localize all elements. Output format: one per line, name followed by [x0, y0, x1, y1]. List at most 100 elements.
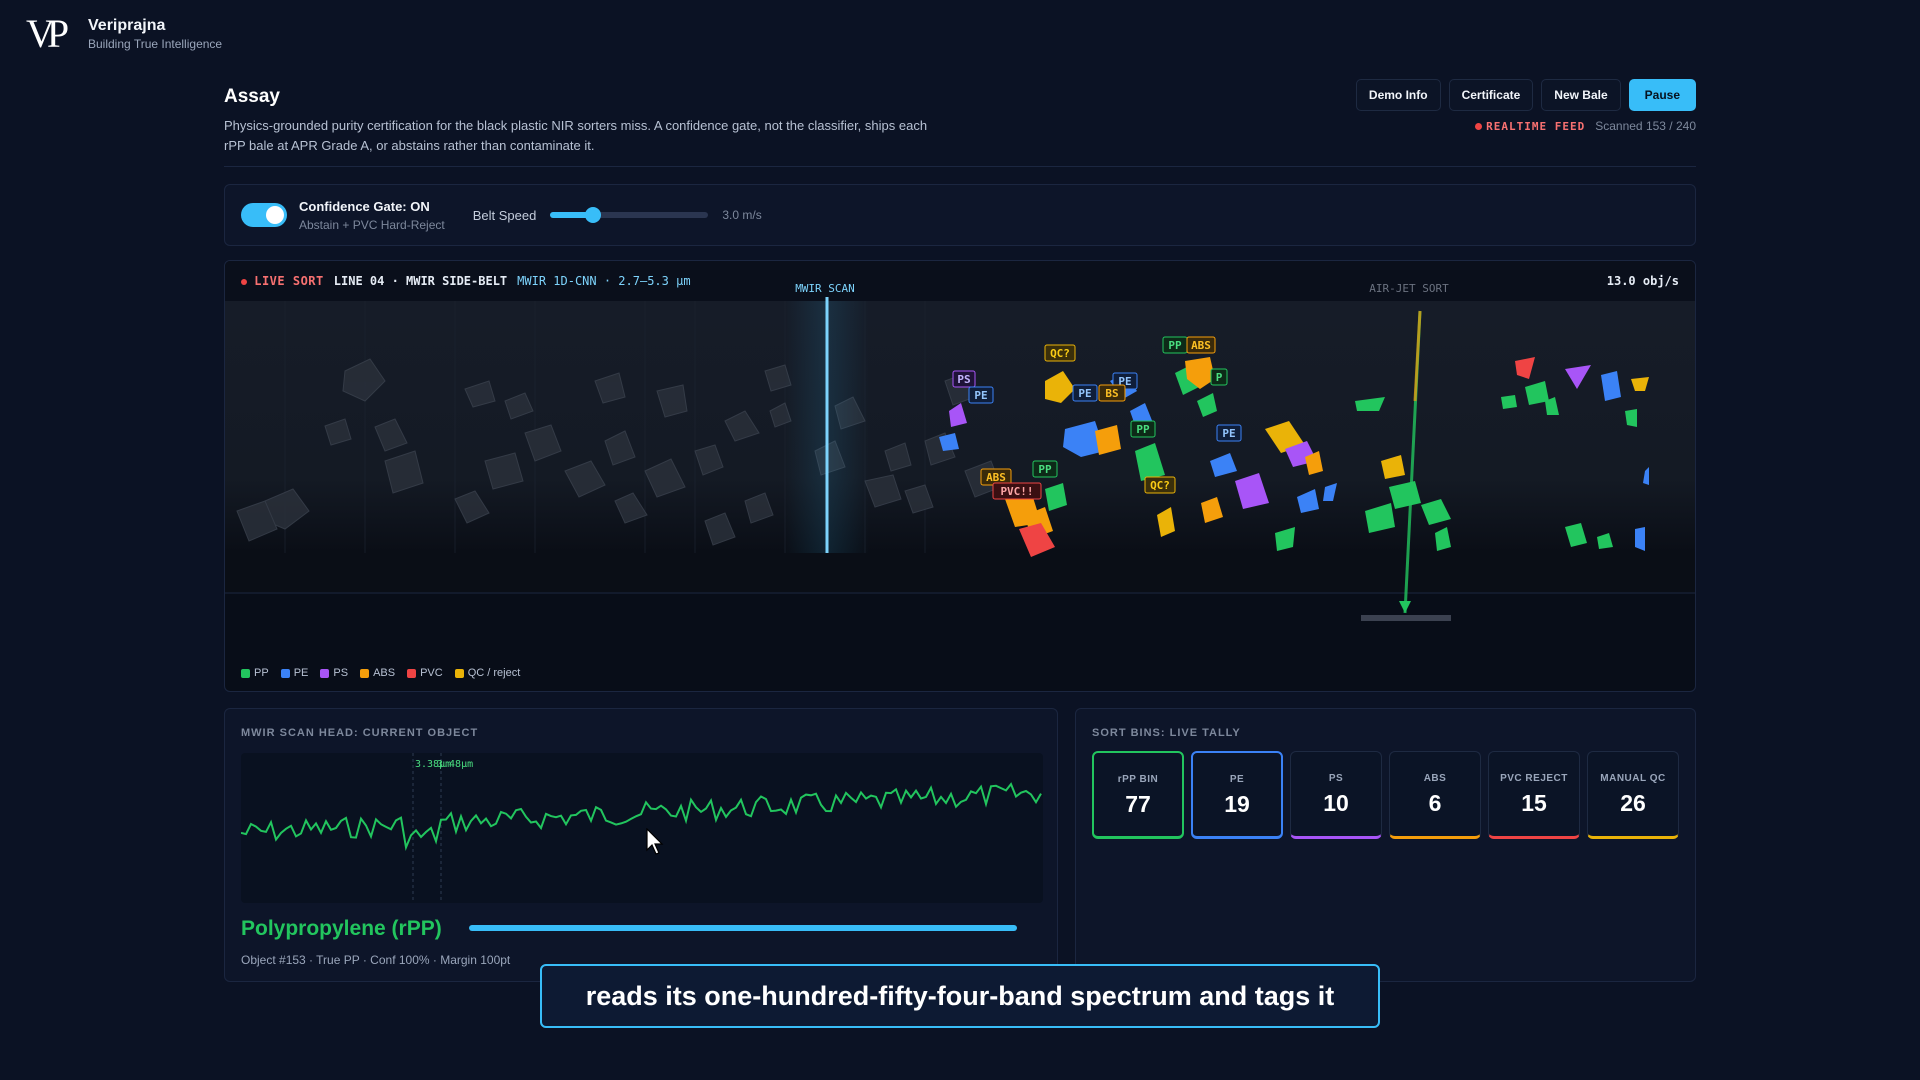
controls-bar: Confidence Gate: ON Abstain + PVC Hard-R… — [224, 184, 1696, 246]
legend-label: PVC — [420, 667, 443, 679]
legend-swatch — [241, 668, 250, 678]
slider-thumb[interactable] — [585, 207, 601, 223]
toggle-knob — [266, 206, 284, 224]
belt-speed-label: Belt Speed — [472, 207, 537, 223]
live-dot-icon — [1475, 123, 1483, 130]
header-divider — [224, 166, 1696, 167]
tag-label: ABS — [986, 471, 1006, 484]
page-description: Physics-grounded purity certification fo… — [224, 118, 928, 153]
bin-count: 10 — [1323, 790, 1349, 816]
legend-label: PS — [333, 667, 349, 679]
confidence-gate-toggle[interactable] — [241, 203, 287, 227]
scan-head-title: MWIR SCAN HEAD: CURRENT OBJECT — [241, 727, 479, 739]
tag-label: QC? — [1150, 479, 1170, 492]
legend-label: PE — [293, 667, 309, 679]
belt-speed-value: 3.0 m/s — [722, 208, 762, 222]
live-sort-label: LIVE SORT — [254, 274, 324, 288]
tag-label: PP — [1038, 463, 1052, 476]
bin-label: rPP BIN — [1117, 773, 1159, 785]
scanned-flakes — [939, 357, 1649, 557]
sort-bin: MANUAL QC 26 — [1587, 751, 1679, 839]
tag-label: PS — [957, 373, 970, 386]
peak-label-2: 3.48µm — [437, 759, 473, 770]
header-actions: Demo Info Certificate New Bale Pause — [1355, 79, 1696, 111]
bin-count: 26 — [1620, 790, 1646, 816]
tag-label: PP — [1136, 423, 1150, 436]
sort-bin: PE 19 — [1191, 751, 1283, 839]
air-jet-label: AIR-JET SORT — [1369, 282, 1449, 295]
brand: VP Veriprajna Building True Intelligence — [26, 10, 222, 57]
mwir-scan-label: MWIR SCAN — [795, 282, 855, 295]
legend-swatch — [454, 668, 464, 678]
tag-label: BS — [1105, 387, 1118, 400]
brand-logo: VP — [26, 11, 69, 56]
sort-rate: 13.0 obj/s — [1606, 274, 1679, 288]
peak-label: 3.38µm — [415, 759, 451, 770]
legend-label: PP — [254, 667, 269, 679]
scanned-count: Scanned 153 / 240 — [1595, 119, 1696, 133]
legend-label: QC / reject — [467, 667, 521, 679]
legend-item: QC / reject — [454, 667, 521, 679]
gate-sublabel: Abstain + PVC Hard-Reject — [299, 217, 445, 232]
object-tags: QC? PP ABS PE PE BS PP PS PE PE PP ABS P… — [952, 336, 1242, 500]
live-sort-indicator: LIVE SORT — [241, 274, 324, 288]
belt-header: LIVE SORT LINE 04 · MWIR SIDE-BELT MWIR … — [225, 261, 1695, 301]
legend-item: ABS — [360, 667, 395, 679]
bin-label: ABS — [1423, 773, 1447, 784]
pause-button[interactable]: Pause — [1628, 79, 1696, 111]
conveyor-belt — [225, 301, 1695, 553]
legend-item: PVC — [407, 667, 443, 679]
tag-label: P — [1216, 371, 1223, 384]
bin-label: PE — [1229, 773, 1245, 785]
material-name: Polypropylene (rPP) — [241, 917, 442, 940]
sort-bins-title: SORT BINS: LIVE TALLY — [1092, 727, 1241, 739]
mouse-cursor-icon — [646, 828, 664, 855]
brand-tagline: Building True Intelligence — [88, 36, 223, 51]
sort-bin: ABS 6 — [1389, 751, 1481, 839]
belt-speed-slider[interactable] — [550, 207, 709, 223]
sort-bin: PS 10 — [1290, 751, 1382, 839]
demo-info-button[interactable]: Demo Info — [1355, 79, 1441, 111]
belt-canvas: MWIR SCAN AIR-JET SORT — [225, 261, 1695, 621]
brand-name: Veriprajna — [88, 16, 166, 34]
legend-label: ABS — [373, 667, 396, 679]
page-title: Assay — [224, 86, 280, 107]
material-legend: PP PE PS ABS PVC QC / reject — [241, 667, 520, 679]
sort-bin: rPP BIN 77 — [1092, 751, 1184, 839]
feed-status: REALTIME FEED Scanned 153 / 240 — [1475, 119, 1696, 133]
legend-swatch — [407, 668, 417, 678]
scan-head-panel: MWIR SCAN HEAD: CURRENT OBJECT 3.38µm 3.… — [224, 708, 1058, 982]
legend-item: PS — [320, 667, 348, 679]
certificate-button[interactable]: Certificate — [1448, 79, 1534, 111]
bin-label: MANUAL QC — [1600, 773, 1666, 784]
gate-label: Confidence Gate: ON — [299, 198, 430, 214]
spectrum-plot: 3.38µm 3.48µm — [240, 753, 1043, 903]
tag-label: PE — [1222, 427, 1235, 440]
new-bale-button[interactable]: New Bale — [1541, 79, 1621, 111]
bin-label: PS — [1328, 773, 1344, 784]
feed-status-indicator: REALTIME FEED — [1475, 119, 1585, 133]
bin-label: PVC REJECT — [1500, 773, 1568, 784]
belt-view: MWIR SCAN AIR-JET SORT — [224, 260, 1696, 692]
legend-swatch — [280, 668, 290, 678]
object-info: Object #153 · True PP · Conf 100% · Marg… — [241, 953, 511, 967]
tag-label: ABS — [1191, 339, 1211, 352]
subtitle-caption: reads its one-hundred-fifty-four-band sp… — [540, 964, 1380, 1028]
tag-label: PE — [974, 389, 987, 402]
legend-swatch — [320, 668, 330, 678]
legend-swatch — [360, 668, 370, 678]
sort-bin: PVC REJECT 15 — [1488, 751, 1580, 839]
live-dot-icon — [241, 279, 247, 285]
bin-list: rPP BIN 77 PE 19 PS 10 ABS 6 PVC REJECT 15 MANUAL … — [1092, 751, 1679, 839]
tag-label: PE — [1078, 387, 1091, 400]
feed-label: REALTIME FEED — [1486, 120, 1586, 133]
spectrum-line — [240, 782, 1042, 852]
sort-bins-panel: SORT BINS: LIVE TALLY rPP BIN 77 PE 19 PS 10 A… — [1075, 708, 1696, 982]
legend-item: PE — [280, 667, 309, 679]
bin-count: 77 — [1125, 790, 1151, 817]
confidence-bar — [469, 925, 1017, 931]
bin-count: 19 — [1224, 790, 1250, 817]
tag-label: QC? — [1050, 347, 1070, 360]
line-label: LINE 04 · MWIR SIDE-BELT — [333, 274, 508, 288]
legend-item: PP — [241, 667, 269, 679]
